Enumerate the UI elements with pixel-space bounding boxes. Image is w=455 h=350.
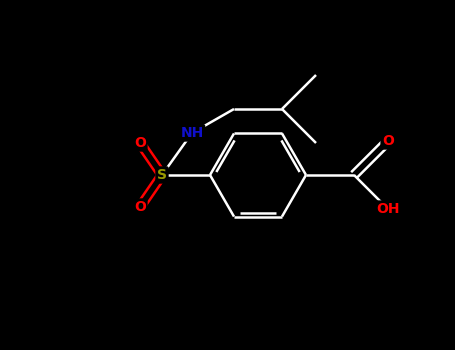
Text: OH: OH [376,202,400,216]
Text: O: O [134,136,146,150]
Text: S: S [157,168,167,182]
Text: O: O [134,200,146,214]
Text: NH: NH [180,126,204,140]
Text: O: O [382,134,394,148]
